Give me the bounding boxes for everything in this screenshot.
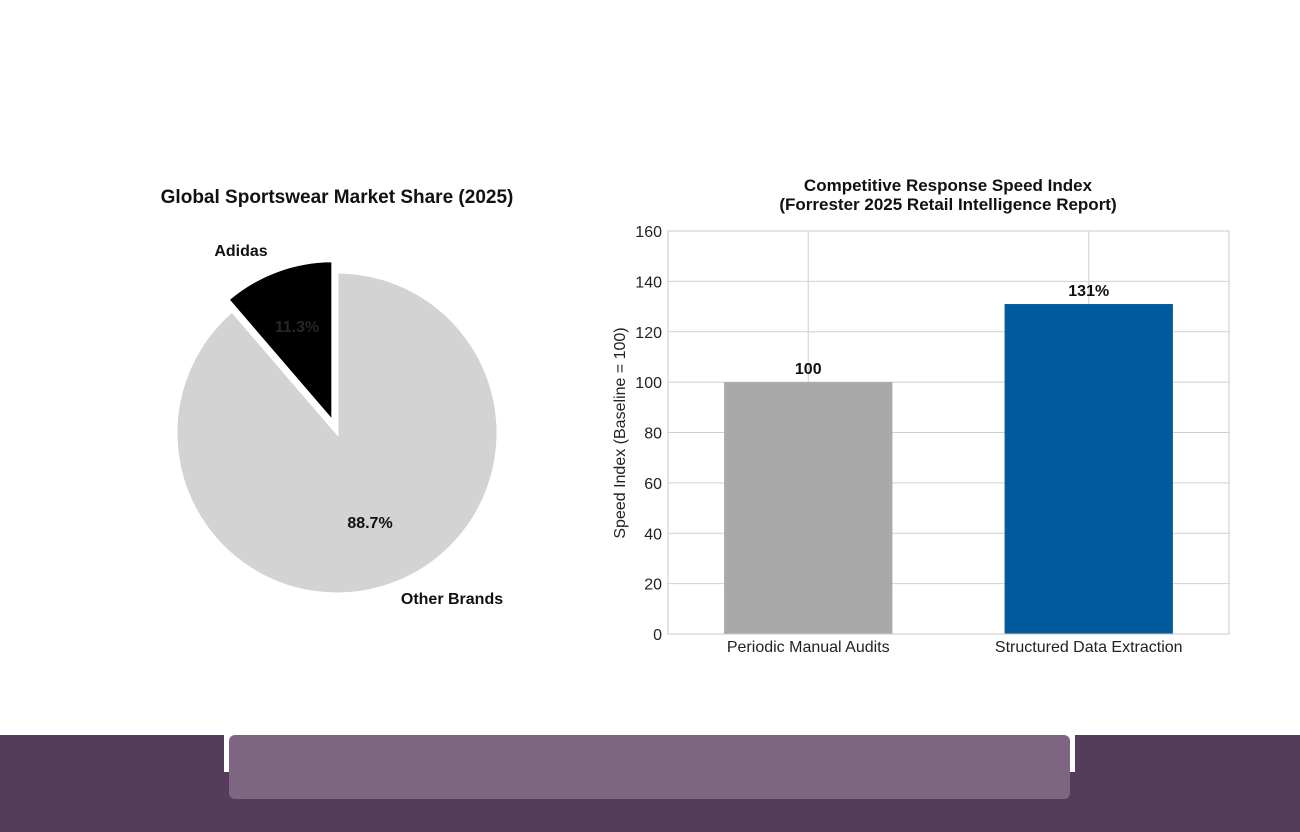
y-tick-label: 80 <box>644 426 662 443</box>
bar-chart-title-line-2: (Forrester 2025 Retail Intelligence Repo… <box>779 195 1116 214</box>
bar-structured-data-extraction <box>1004 304 1173 634</box>
bar-value-label: 131% <box>1068 283 1109 300</box>
bar-value-label: 100 <box>795 361 822 378</box>
y-tick-label: 100 <box>635 375 662 392</box>
bar-chart-title-line-1: Competitive Response Speed Index <box>804 176 1093 195</box>
y-tick-label: 40 <box>644 526 662 543</box>
y-tick-label: 140 <box>635 274 662 291</box>
charts-canvas: Global Sportswear Market Share (2025) Ad… <box>161 176 1230 656</box>
footer-panel <box>229 735 1070 799</box>
pie-label-other-brands: Other Brands <box>401 591 503 608</box>
x-tick-label: Periodic Manual Audits <box>727 639 890 656</box>
bar-periodic-manual-audits <box>724 382 893 634</box>
y-tick-label: 0 <box>653 627 662 644</box>
pie-chart: Global Sportswear Market Share (2025) Ad… <box>161 187 514 608</box>
bar-chart: Competitive Response Speed Index (Forres… <box>612 176 1230 656</box>
y-tick-label: 120 <box>635 325 662 342</box>
pie-slice-other-brands <box>174 270 500 596</box>
y-tick-label: 20 <box>644 577 662 594</box>
y-tick-label: 60 <box>644 476 662 493</box>
pie-chart-title: Global Sportswear Market Share (2025) <box>161 187 514 208</box>
pie-label-adidas: Adidas <box>214 243 267 260</box>
y-axis-label: Speed Index (Baseline = 100) <box>612 327 629 538</box>
pie-pct-other-brands: 88.7% <box>347 515 392 532</box>
bar-plot-area: 0 20 40 60 80 100 120 140 160 100 Periodic Manual … <box>635 224 1230 656</box>
pie-slices <box>174 259 500 596</box>
y-tick-label: 160 <box>635 224 662 241</box>
pie-pct-adidas: 11.3% <box>275 319 319 336</box>
x-tick-label: Structured Data Extraction <box>995 639 1183 656</box>
plot-frame <box>667 230 1230 635</box>
pie-slice-adidas <box>225 259 335 426</box>
